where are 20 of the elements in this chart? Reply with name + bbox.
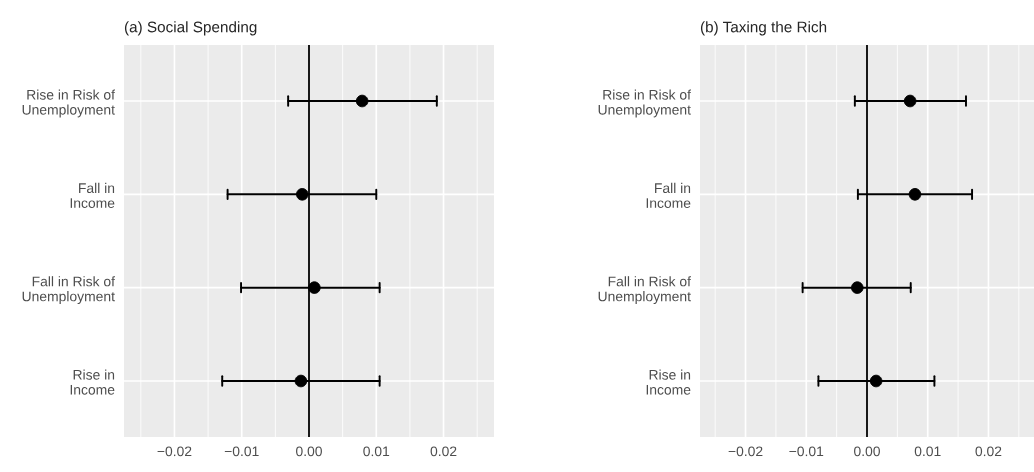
x-tick-label: 0.01 (363, 446, 390, 457)
chart-title: (a) Social Spending (124, 21, 257, 36)
x-tick-label: 0.02 (430, 446, 457, 457)
y-tick-label: Fall in Risk of Unemployment (22, 276, 115, 305)
y-tick-label: Fall in Income (646, 182, 691, 208)
x-tick-label: −0.02 (157, 446, 192, 457)
y-tick-label: Rise in Risk of Unemployment (22, 89, 115, 118)
x-tick-label: 0.02 (975, 446, 1002, 457)
y-tick-label: Fall in Income (70, 182, 115, 208)
y-tick-label: Rise in Income (646, 369, 691, 395)
y-tick-label: Rise in Income (70, 369, 115, 395)
x-tick-label: 0.00 (854, 446, 880, 457)
x-tick-label: −0.01 (224, 446, 259, 457)
y-tick-label: Fall in Risk of Unemployment (598, 276, 691, 305)
x-tick-label: 0.01 (914, 446, 941, 457)
y-tick-label: Rise in Risk of Unemployment (598, 89, 691, 118)
x-tick-label: 0.00 (296, 446, 322, 457)
chart-title: (b) Taxing the Rich (700, 21, 827, 36)
x-tick-label: −0.02 (728, 446, 763, 457)
x-tick-label: −0.01 (789, 446, 824, 457)
